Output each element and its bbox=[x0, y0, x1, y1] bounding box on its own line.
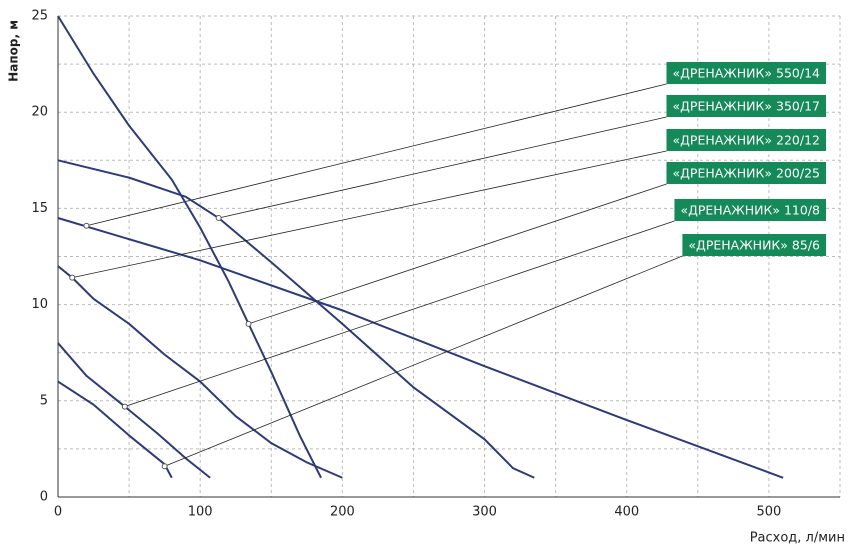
leader-line bbox=[218, 116, 667, 219]
curve-marker bbox=[121, 403, 128, 410]
curve-label-box bbox=[682, 234, 826, 256]
curve-marker bbox=[215, 215, 222, 222]
x-tick-label: 400 bbox=[614, 505, 639, 520]
leader-line bbox=[248, 183, 667, 325]
y-tick-label: 20 bbox=[31, 105, 48, 120]
curve-marker bbox=[161, 463, 168, 470]
y-tick-label: 5 bbox=[40, 393, 48, 408]
curve-label-text: «ДРЕНАЖНИК» 110/8 bbox=[680, 203, 820, 218]
curve-label: «ДРЕНАЖНИК» 350/17 bbox=[666, 95, 826, 117]
leader-line bbox=[72, 150, 667, 279]
curve-label: «ДРЕНАЖНИК» 200/25 bbox=[666, 162, 826, 184]
curve-marker bbox=[69, 274, 76, 281]
curve-label-text: «ДРЕНАЖНИК» 220/12 bbox=[673, 133, 821, 148]
pump-curve bbox=[57, 265, 343, 479]
x-tick-label: 200 bbox=[330, 505, 355, 520]
curve-label-box bbox=[666, 129, 826, 151]
x-tick-label: 300 bbox=[472, 505, 497, 520]
curve-label-box bbox=[674, 199, 826, 221]
curve-marker bbox=[245, 320, 252, 327]
y-tick-label: 25 bbox=[31, 9, 48, 24]
curve-label: «ДРЕНАЖНИК» 110/8 bbox=[674, 199, 826, 221]
x-tick-label: 500 bbox=[756, 505, 781, 520]
y-tick-label: 10 bbox=[31, 297, 48, 312]
y-tick-label: 15 bbox=[31, 201, 48, 216]
curve-label-box bbox=[666, 162, 826, 184]
curve-label-box bbox=[666, 95, 826, 117]
x-axis-label: Расход, л/мин bbox=[750, 531, 845, 546]
pump-curve bbox=[57, 15, 322, 479]
pump-curve bbox=[57, 380, 173, 479]
x-tick-label: 0 bbox=[54, 505, 62, 520]
curve-label: «ДРЕНАЖНИК» 550/14 bbox=[666, 62, 826, 84]
curve-label: «ДРЕНАЖНИК» 220/12 bbox=[666, 129, 826, 151]
curve-label: «ДРЕНАЖНИК» 85/6 bbox=[682, 234, 826, 256]
leader-line bbox=[164, 255, 683, 467]
curve-label-text: «ДРЕНАЖНИК» 350/17 bbox=[673, 99, 821, 114]
y-axis-label: Напор, м bbox=[7, 20, 21, 82]
pump-curve bbox=[57, 342, 211, 479]
x-tick-label: 100 bbox=[188, 505, 213, 520]
y-tick-label: 0 bbox=[40, 490, 48, 505]
curve-label-text: «ДРЕНАЖНИК» 550/14 bbox=[673, 66, 821, 81]
curve-marker bbox=[83, 222, 90, 229]
leader-line bbox=[124, 220, 675, 407]
curve-label-text: «ДРЕНАЖНИК» 85/6 bbox=[688, 238, 820, 253]
leader-line bbox=[86, 83, 667, 227]
pump-curve bbox=[57, 217, 784, 479]
pump-curve bbox=[57, 159, 535, 479]
curve-label-text: «ДРЕНАЖНИК» 200/25 bbox=[673, 166, 821, 181]
curve-label-box bbox=[666, 62, 826, 84]
